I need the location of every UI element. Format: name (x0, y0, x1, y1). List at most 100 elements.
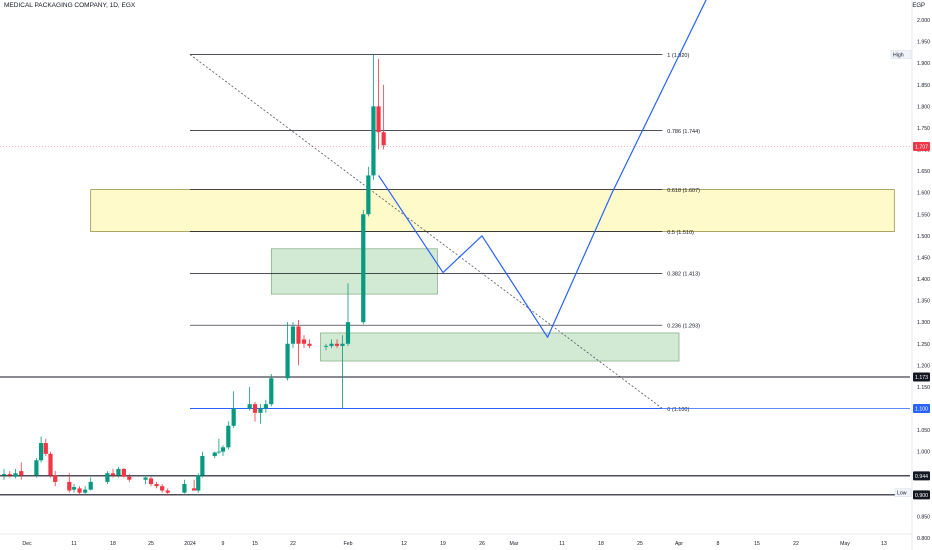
candle-body (116, 468, 121, 476)
price-badge-text: 0.944 (915, 474, 928, 480)
candle (340, 335, 345, 409)
candle (247, 386, 252, 411)
time-tick-label: 11 (559, 541, 564, 547)
candle-body (329, 343, 334, 346)
candle (88, 477, 93, 491)
price-tick-label: 1.350 (917, 299, 930, 305)
time-tick-label: 25 (148, 541, 154, 547)
fib-level-label: 0.382 (1.413) (667, 272, 700, 278)
price-tick-label: 1.200 (917, 363, 930, 369)
candle (7, 471, 12, 478)
candle-body (307, 343, 312, 346)
candle-body (53, 475, 58, 482)
price-tick-label: 2.000 (917, 18, 930, 24)
currency-label: EGP (912, 3, 925, 9)
fib-level-label: 0.786 (1.744) (667, 129, 700, 135)
candle-body (34, 460, 39, 476)
candle (334, 339, 340, 349)
price-tick-label: 1.150 (917, 385, 930, 391)
price-tick-label: 1.650 (917, 169, 930, 175)
candle (154, 481, 159, 489)
time-tick-label: 19 (440, 541, 446, 547)
candle (1, 468, 7, 480)
candle-body (269, 378, 274, 405)
candle-body (148, 478, 154, 485)
candle-body (19, 471, 24, 476)
candle-body (220, 447, 226, 452)
time-tick-label: 2024 (184, 541, 196, 547)
candle (143, 475, 148, 485)
candle-body (212, 452, 217, 456)
candle-body (366, 175, 371, 215)
time-tick-label: 15 (252, 541, 258, 547)
candle-body (323, 345, 329, 347)
price-badge-dark (913, 490, 930, 500)
price-badge-blue (913, 404, 930, 413)
candle-body (231, 408, 236, 426)
candle-body (77, 488, 82, 493)
candle (34, 458, 39, 478)
time-tick-label: 15 (754, 541, 760, 547)
candle (216, 438, 221, 454)
candle-body (263, 404, 268, 409)
candle-body (105, 473, 110, 482)
candle (263, 399, 268, 413)
candle (231, 391, 236, 428)
price-badge-text: High (893, 53, 904, 59)
candle-body (143, 477, 148, 480)
candle-body (371, 106, 376, 176)
price-badge-text: 0.900 (915, 493, 928, 499)
price-badge-text: Low (897, 491, 907, 497)
candle-body (43, 443, 48, 454)
time-tick-label: 13 (881, 541, 887, 547)
candle-body (88, 481, 93, 490)
price-tick-label: 0.800 (917, 536, 930, 542)
candle-body (7, 474, 12, 476)
candle (258, 404, 263, 424)
candle-body (160, 486, 165, 491)
candle (376, 58, 381, 150)
candle (116, 466, 121, 478)
price-tick-label: 1.600 (917, 191, 930, 197)
price-badge-dark (913, 372, 930, 382)
candle (13, 468, 18, 479)
candle-body (252, 404, 258, 413)
zone-green-2 (320, 332, 680, 362)
candle (200, 451, 205, 478)
candle (323, 343, 329, 351)
price-badge-text: 1.707 (915, 144, 928, 150)
fib-level-label: 0.236 (1.293) (667, 323, 700, 329)
candle (381, 84, 386, 150)
time-tick-label: Apr (675, 541, 683, 547)
candle (148, 476, 154, 487)
candle-body (192, 488, 197, 491)
fib-level-label: 0.618 (1.607) (667, 188, 700, 194)
time-tick-label: 18 (110, 541, 116, 547)
candle (48, 451, 53, 478)
candle (39, 436, 44, 463)
time-tick-label: 9 (222, 541, 225, 547)
price-badge-text: 1.100 (915, 407, 928, 413)
zone-green-1 (270, 248, 438, 295)
candle-body (13, 473, 18, 477)
price-badge-high (890, 50, 912, 59)
candle (307, 339, 312, 349)
candle-body (39, 443, 44, 461)
candle (182, 479, 187, 494)
candle-body (71, 487, 77, 490)
fib-level-label: 0 (1.100) (667, 407, 689, 413)
candle-body (182, 484, 187, 493)
candle (361, 209, 366, 325)
candle-body (67, 481, 72, 491)
candle (226, 421, 231, 450)
price-tick-label: 1.550 (917, 212, 930, 218)
candle-body (376, 106, 381, 133)
candle (301, 335, 307, 349)
candle-body (285, 343, 290, 379)
candle (77, 486, 82, 495)
candle (371, 54, 376, 180)
price-tick-label: 1.500 (917, 234, 930, 240)
candle-body (361, 214, 366, 323)
candle (329, 339, 334, 349)
